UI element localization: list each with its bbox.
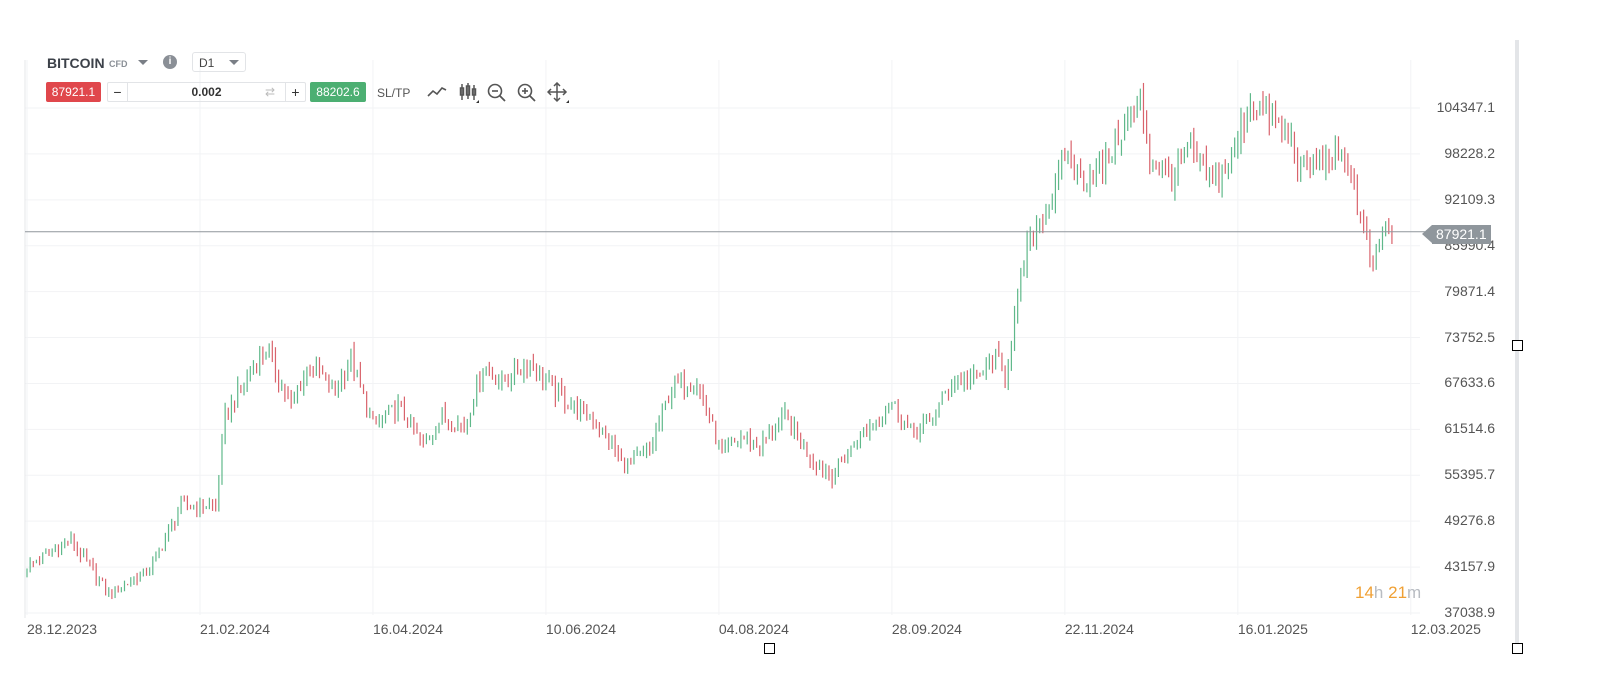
instrument-type: CFD (109, 59, 128, 69)
chevron-down-icon (229, 60, 239, 65)
y-axis-label: 79871.4 (1444, 282, 1495, 299)
y-axis-label: 49276.8 (1444, 512, 1495, 529)
buy-button[interactable]: 88202.6 (310, 82, 366, 102)
x-axis-label: 16.04.2024 (372, 621, 444, 637)
candlestick-icon[interactable] (458, 82, 480, 104)
zoom-out-icon[interactable] (487, 83, 507, 103)
increase-button[interactable]: + (285, 83, 305, 101)
x-axis-label: 16.01.2025 (1237, 621, 1308, 637)
zoom-in-icon[interactable] (517, 83, 537, 103)
x-axis-label: 12.03.2025 (1410, 621, 1481, 637)
move-icon[interactable] (547, 82, 571, 104)
quantity-stepper[interactable]: − 0.002 ⇄ + (107, 82, 306, 102)
symbol-name[interactable]: BITCOIN (47, 55, 105, 71)
x-axis-label: 21.02.2024 (199, 621, 271, 637)
y-axis-label: 92109.3 (1444, 190, 1495, 207)
resize-handle-right[interactable] (1512, 340, 1523, 351)
resize-handle-corner[interactable] (1512, 643, 1523, 654)
y-axis-label: 104347.1 (1436, 99, 1495, 115)
y-axis-label: 73752.5 (1444, 328, 1495, 345)
x-axis-label: 10.06.2024 (545, 621, 616, 637)
swap-icon[interactable]: ⇄ (264, 85, 275, 99)
y-axis-label: 67633.6 (1444, 374, 1495, 391)
y-axis-label: 43157.9 (1444, 558, 1495, 575)
countdown-hours-unit: h (1373, 583, 1384, 602)
y-axis-label: 37038.9 (1444, 604, 1495, 620)
candle-countdown: 14h 21m (1355, 583, 1421, 603)
sell-button[interactable]: 87921.1 (46, 82, 101, 102)
quantity-input[interactable]: 0.002 (191, 85, 222, 99)
countdown-hours: 14 (1355, 583, 1374, 602)
x-axis-label: 28.09.2024 (891, 621, 962, 637)
resize-handle-bottom[interactable] (764, 643, 775, 654)
y-axis-label: 61514.6 (1444, 420, 1495, 437)
countdown-minutes: 21 (1388, 583, 1408, 602)
decrease-button[interactable]: − (108, 83, 128, 101)
x-axis-label: 04.08.2024 (718, 621, 789, 637)
timeframe-select[interactable]: D1 (192, 52, 246, 72)
current-price-tag: 87921.1 (1422, 225, 1491, 244)
y-axis-label: 98228.2 (1444, 144, 1495, 161)
sltp-button[interactable]: SL/TP (377, 86, 411, 100)
x-axis-label: 28.12.2023 (27, 621, 98, 637)
line-chart-icon[interactable] (427, 84, 447, 100)
countdown-minutes-unit: m (1407, 583, 1422, 602)
x-axis-label: 22.11.2024 (1064, 621, 1134, 637)
timeframe-value: D1 (199, 56, 215, 70)
symbol-dropdown-icon[interactable] (138, 60, 148, 65)
info-icon[interactable]: i (163, 55, 177, 69)
y-axis-label: 55395.7 (1444, 466, 1495, 483)
